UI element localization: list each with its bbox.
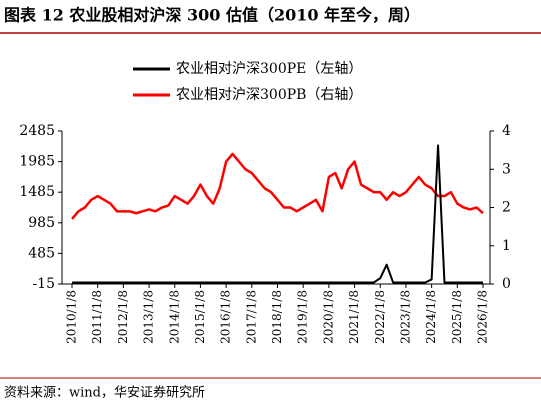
source-note: 资料来源：wind，华安证券研究所 [4,385,205,401]
x-tick-label: 2018/1/8 [270,290,284,344]
x-tick-label: 2019/1/8 [296,290,310,344]
x-tick-label: 2020/1/8 [321,290,335,344]
x-tick-label: 2010/1/8 [65,290,79,344]
x-tick-label: 2023/1/8 [398,290,412,344]
x-tick-label: 2021/1/8 [347,290,361,344]
y-tick-label: -15 [32,276,55,292]
series-line [71,152,484,220]
legend-label: 农业相对沪深300PE（左轴） [176,61,362,77]
x-tick-label: 2011/1/8 [90,290,104,344]
y-tick-label: 2485 [19,123,55,139]
x-tick-label: 2016/1/8 [219,290,233,344]
y2-tick-label: 4 [502,123,511,139]
y-tick-label: 985 [28,215,55,231]
y2-tick-label: 2 [502,200,511,216]
series-line [72,144,483,284]
x-tick-label: 2026/1/8 [476,290,490,344]
x-tick-label: 2013/1/8 [142,290,156,344]
x-tick-label: 2015/1/8 [193,290,207,344]
x-tick-label: 2024/1/8 [424,290,438,344]
x-tick-label: 2017/1/8 [244,290,258,344]
x-tick-label: 2022/1/8 [373,290,387,344]
y-tick-label: 485 [28,245,55,261]
y-tick-label: 1485 [19,184,55,200]
y2-tick-label: 3 [502,161,511,177]
chart-title: 图表 12 农业股相对沪深 300 估值（2010 年至今，周） [4,6,420,25]
y-tick-label: 1985 [19,154,55,170]
y2-tick-label: 0 [502,276,511,292]
x-tick-label: 2025/1/8 [450,290,464,344]
x-tick-label: 2014/1/8 [167,290,181,344]
y2-tick-label: 1 [502,238,511,254]
x-tick-label: 2012/1/8 [116,290,130,344]
legend-label: 农业相对沪深300PB（右轴） [176,87,362,103]
